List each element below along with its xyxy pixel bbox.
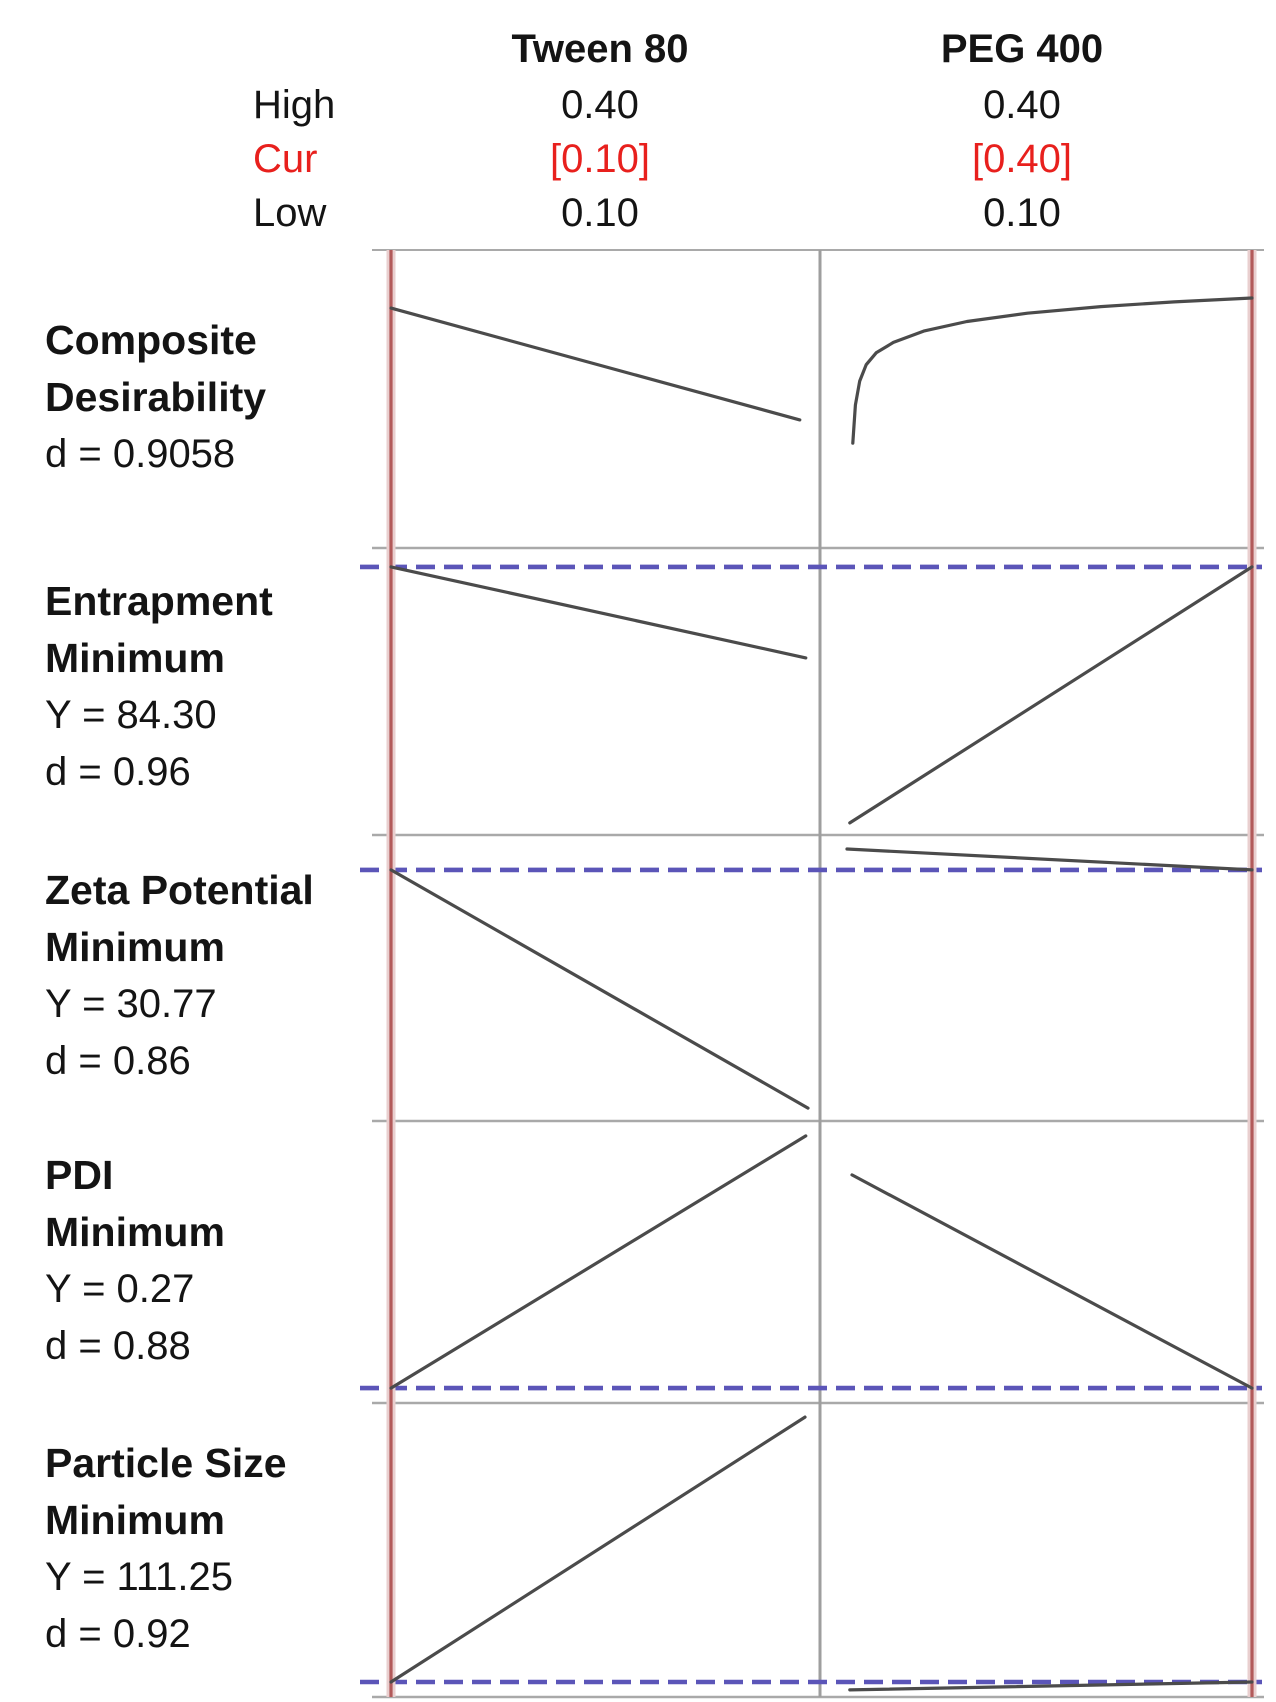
response-d-value: d = 0.88 (45, 1324, 191, 1368)
response-title-line: Minimum (45, 1209, 225, 1255)
response-trace-line (848, 1680, 1254, 1692)
response-title-line: Zeta Potential (45, 867, 314, 913)
factor-header-peg400: PEG 400 (940, 27, 1104, 71)
value-cur-peg400: [0.40] (971, 137, 1073, 181)
factor-header-tween80: Tween 80 (511, 27, 689, 71)
value-low-tween80: 0.10 (561, 191, 639, 235)
response-label-particle-size: Particle Size Minimum Y = 111.25 d = 0.9… (45, 1435, 390, 1663)
response-trace-line (848, 565, 1254, 825)
response-trace-line (389, 306, 802, 422)
response-y-value: Y = 30.77 (45, 982, 217, 1026)
value-high-peg400: 0.40 (983, 83, 1061, 127)
row-label-low: Low (253, 191, 327, 235)
response-d-value: d = 0.86 (45, 1039, 191, 1083)
response-title-line: Composite (45, 317, 257, 363)
value-low-peg400: 0.10 (983, 191, 1061, 235)
response-y-value: Y = 84.30 (45, 693, 217, 737)
response-title-line: Particle Size (45, 1440, 287, 1486)
response-title-line: Minimum (45, 1497, 225, 1543)
response-trace-line (851, 296, 1254, 445)
response-label-zeta-potential: Zeta Potential Minimum Y = 30.77 d = 0.8… (45, 862, 390, 1090)
response-d-value: d = 0.96 (45, 750, 191, 794)
response-title-line: PDI (45, 1152, 114, 1198)
response-label-pdi: PDI Minimum Y = 0.27 d = 0.88 (45, 1147, 390, 1375)
response-title-line: Minimum (45, 635, 225, 681)
response-label-entrapment: Entrapment Minimum Y = 84.30 d = 0.96 (45, 573, 390, 801)
response-trace-line (845, 847, 1254, 872)
response-trace-line (389, 1134, 808, 1390)
response-y-value: Y = 0.27 (45, 1267, 195, 1311)
response-label-composite-desirability: Composite Desirability d = 0.9058 (45, 312, 390, 483)
response-y-value: Y = 111.25 (45, 1555, 233, 1599)
response-title-line: Desirability (45, 374, 267, 420)
response-d-value: d = 0.92 (45, 1612, 191, 1656)
row-label-cur: Cur (253, 137, 318, 181)
response-trace-line (850, 1173, 1254, 1390)
response-trace-line (389, 868, 810, 1110)
row-label-high: High (253, 83, 336, 127)
value-cur-tween80: [0.10] (549, 137, 651, 181)
value-high-tween80: 0.40 (561, 83, 639, 127)
response-trace-line (389, 565, 808, 660)
response-title-line: Entrapment (45, 578, 273, 624)
response-title-line: Minimum (45, 924, 225, 970)
response-trace-line (389, 1415, 807, 1684)
response-d-value: d = 0.9058 (45, 432, 236, 476)
